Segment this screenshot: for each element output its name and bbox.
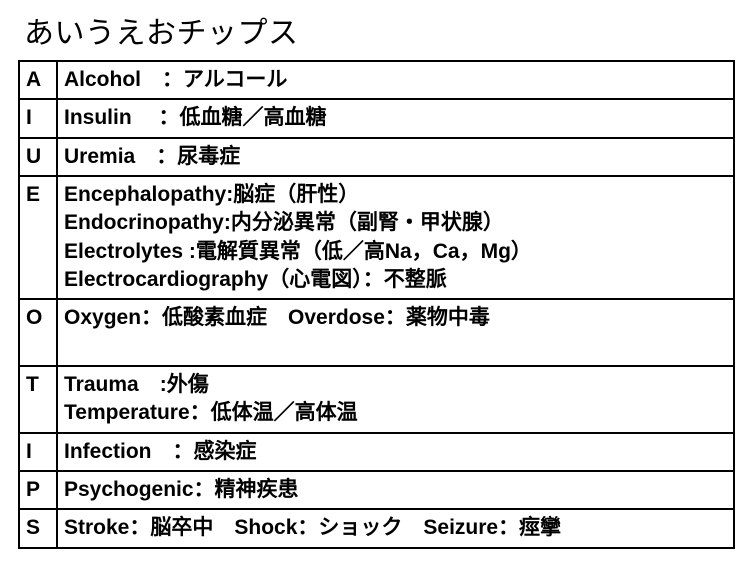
table-row: A Alcohol ：アルコール <box>19 61 734 99</box>
row-content: Oxygen：低酸素血症 Overdose：薬物中毒 <box>57 299 734 366</box>
row-content: Insulin ：低血糖／高血糖 <box>57 99 734 137</box>
row-line: Endocrinopathy:内分泌異常（副腎・甲状腺） <box>64 209 727 237</box>
row-letter: I <box>19 433 57 471</box>
row-content: Encephalopathy:脳症（肝性） Endocrinopathy:内分泌… <box>57 176 734 299</box>
row-line: Psychogenic：精神疾患 <box>64 476 727 504</box>
row-line <box>64 333 727 361</box>
row-line: Oxygen：低酸素血症 Overdose：薬物中毒 <box>64 304 727 332</box>
table-row: T Trauma :外傷 Temperature：低体温／高体温 <box>19 366 734 433</box>
row-content: Psychogenic：精神疾患 <box>57 471 734 509</box>
row-line: Electrolytes :電解質異常（低／高Na，Ca，Mg） <box>64 238 727 266</box>
row-content: Infection ：感染症 <box>57 433 734 471</box>
row-letter: E <box>19 176 57 299</box>
mnemonic-table: A Alcohol ：アルコール I Insulin ：低血糖／高血糖 U Ur… <box>18 60 735 549</box>
row-letter: O <box>19 299 57 366</box>
row-content: Trauma :外傷 Temperature：低体温／高体温 <box>57 366 734 433</box>
row-content: Stroke：脳卒中 Shock：ショック Seizure：痙攣 <box>57 509 734 547</box>
row-line: Stroke：脳卒中 Shock：ショック Seizure：痙攣 <box>64 514 727 542</box>
table-row: I Insulin ：低血糖／高血糖 <box>19 99 734 137</box>
table-row: P Psychogenic：精神疾患 <box>19 471 734 509</box>
row-line: Uremia ：尿毒症 <box>64 143 727 171</box>
row-line: Infection ：感染症 <box>64 438 727 466</box>
row-line: Temperature：低体温／高体温 <box>64 399 727 427</box>
table-row: S Stroke：脳卒中 Shock：ショック Seizure：痙攣 <box>19 509 734 547</box>
row-line: Electrocardiography（心電図）：不整脈 <box>64 266 727 294</box>
table-row: U Uremia ：尿毒症 <box>19 138 734 176</box>
row-letter: U <box>19 138 57 176</box>
row-line: Trauma :外傷 <box>64 371 727 399</box>
table-row: E Encephalopathy:脳症（肝性） Endocrinopathy:内… <box>19 176 734 299</box>
row-letter: T <box>19 366 57 433</box>
row-line: Alcohol ：アルコール <box>64 66 727 94</box>
row-content: Uremia ：尿毒症 <box>57 138 734 176</box>
row-letter: I <box>19 99 57 137</box>
row-letter: P <box>19 471 57 509</box>
page-title: あいうえおチップス <box>24 8 735 52</box>
row-line: Insulin ：低血糖／高血糖 <box>64 104 727 132</box>
table-row: O Oxygen：低酸素血症 Overdose：薬物中毒 <box>19 299 734 366</box>
row-letter: S <box>19 509 57 547</box>
table-row: I Infection ：感染症 <box>19 433 734 471</box>
row-letter: A <box>19 61 57 99</box>
row-line: Encephalopathy:脳症（肝性） <box>64 181 727 209</box>
row-content: Alcohol ：アルコール <box>57 61 734 99</box>
